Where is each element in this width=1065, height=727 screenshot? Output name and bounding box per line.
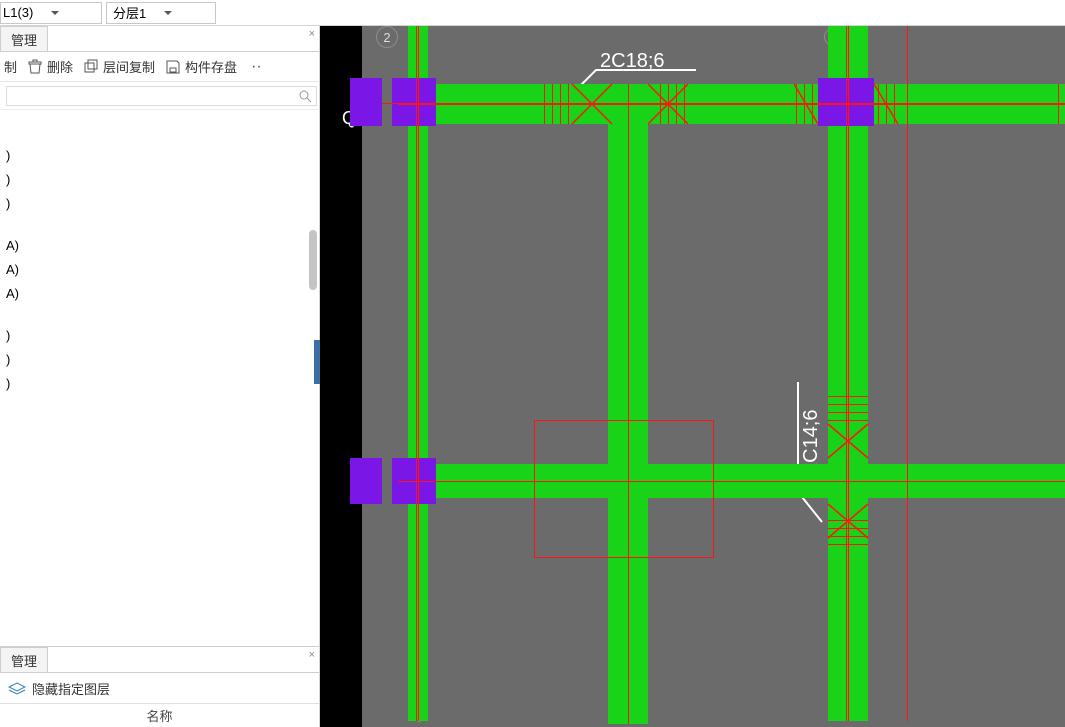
stirrup: [544, 84, 545, 124]
component-tree[interactable]: )))A)A)A)))): [0, 110, 319, 400]
tab-manage-2-label: 管理: [11, 651, 37, 670]
chevron-down-icon: [164, 11, 172, 15]
column: [392, 78, 436, 126]
close-icon[interactable]: ×: [309, 649, 315, 661]
floor-dropdown-value: L1(3): [3, 5, 33, 20]
scrollbar-thumb[interactable]: [309, 230, 317, 290]
beam-centerline-v: [418, 26, 419, 721]
rebar-bend-icon: [362, 26, 363, 27]
hide-layer-button[interactable]: 隐藏指定图层: [0, 673, 319, 703]
panel1-tabs: 管理 ×: [0, 26, 319, 52]
tree-item[interactable]: ): [0, 144, 319, 168]
grid-bubble-2-label: 2: [383, 30, 390, 45]
layer-dropdown-value: 分层1: [113, 3, 146, 22]
delete-label: 删除: [47, 57, 73, 76]
rebar-bend-icon: [362, 26, 363, 27]
stirrup: [828, 396, 868, 397]
tree-wrap: )))A)A)A)))): [0, 110, 319, 646]
canvas-margin: [320, 26, 362, 727]
rebar-bend-icon: [362, 26, 363, 27]
column: [350, 78, 382, 126]
grid-line-v: [907, 26, 908, 721]
stirrup: [660, 84, 661, 124]
stirrup: [828, 412, 868, 413]
layer-copy-label: 层间复制: [103, 57, 155, 76]
selection-rect: [534, 420, 714, 558]
tree-item[interactable]: ): [0, 372, 319, 396]
stirrup: [1058, 84, 1059, 124]
layer-copy-icon: [83, 59, 99, 75]
tab-manage-2[interactable]: 管理: [0, 647, 48, 672]
rebar-bend-icon: [362, 26, 363, 27]
model-canvas[interactable]: 2 1/2 Q 2C18;6 2C14;6 Y: [320, 26, 1065, 727]
search-input[interactable]: [6, 86, 317, 106]
copy-button[interactable]: 制: [4, 57, 17, 76]
stirrup: [828, 536, 868, 537]
tree-item[interactable]: ): [0, 192, 319, 216]
tab-manage[interactable]: 管理: [0, 26, 48, 51]
column: [350, 458, 382, 504]
stirrup: [560, 84, 561, 124]
canvas-area[interactable]: 2 1/2 Q 2C18;6 2C14;6 Y: [362, 26, 1065, 727]
grid-bubble-2: 2: [376, 26, 398, 48]
stirrup: [684, 84, 685, 124]
save-component-label: 构件存盘: [185, 57, 237, 76]
tab-manage-label: 管理: [11, 30, 37, 49]
toolbar: 制 删除 层间复制 构件存盘 ··: [0, 52, 319, 82]
tree-item[interactable]: A): [0, 282, 319, 306]
chevron-down-icon: [51, 11, 59, 15]
column-header-name: 名称: [0, 703, 319, 727]
delete-button[interactable]: 删除: [27, 57, 73, 76]
save-icon: [165, 59, 181, 75]
hide-layer-label: 隐藏指定图层: [32, 679, 110, 698]
rebar-bend-icon: [362, 26, 363, 27]
left-panel: 管理 × 制 删除 层间复制: [0, 26, 320, 727]
stirrup: [828, 420, 868, 421]
rebar-bend-icon: [362, 26, 363, 27]
tree-item[interactable]: A): [0, 234, 319, 258]
layers-icon: [8, 681, 26, 695]
rebar-bend-icon: [362, 26, 363, 27]
stirrup: [828, 544, 868, 545]
save-component-button[interactable]: 构件存盘: [165, 57, 237, 76]
search-row: [0, 82, 319, 110]
close-icon[interactable]: ×: [309, 28, 315, 40]
beam-centerline-v: [848, 26, 849, 721]
more-button[interactable]: ··: [247, 58, 266, 76]
stirrup: [676, 84, 677, 124]
copy-label: 制: [4, 57, 17, 76]
top-dropdown-row: L1(3) 分层1: [0, 0, 1065, 26]
tree-item[interactable]: ): [0, 324, 319, 348]
layer-dropdown[interactable]: 分层1: [106, 2, 216, 24]
tree-item[interactable]: ): [0, 348, 319, 372]
panel2: 管理 × 隐藏指定图层 名称: [0, 646, 319, 727]
stirrup: [828, 404, 868, 405]
stirrup: [886, 84, 887, 124]
stirrup: [828, 528, 868, 529]
stirrup: [894, 84, 895, 124]
beam-centerline-h: [398, 104, 1065, 105]
layer-copy-button[interactable]: 层间复制: [83, 57, 155, 76]
stirrup: [812, 84, 813, 124]
beam-centerline-h: [398, 481, 1065, 482]
grid-line-v: [846, 26, 847, 721]
rebar-bend-icon: [362, 26, 363, 27]
tree-item[interactable]: A): [0, 258, 319, 282]
stirrup: [552, 84, 553, 124]
rebar-bend-icon: [362, 26, 363, 27]
trash-icon: [27, 59, 43, 75]
stirrup: [828, 520, 868, 521]
panel2-tabs: 管理 ×: [0, 647, 319, 673]
stirrup: [796, 84, 797, 124]
rebar-bend-icon: [362, 26, 363, 27]
grid-line-v: [416, 26, 417, 721]
stirrup: [804, 84, 805, 124]
beam-centerline-v: [628, 84, 629, 724]
floor-dropdown[interactable]: L1(3): [0, 2, 102, 24]
tree-item[interactable]: ): [0, 168, 319, 192]
stirrup: [878, 84, 879, 124]
stirrup: [568, 84, 569, 124]
stirrup: [668, 84, 669, 124]
